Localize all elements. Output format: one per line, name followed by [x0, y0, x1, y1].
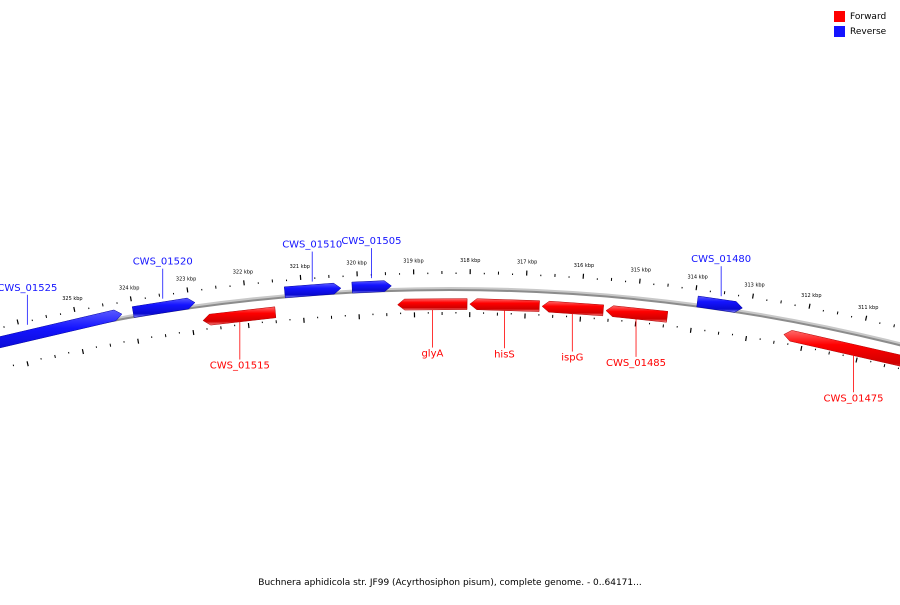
inner-scale-tick [690, 328, 691, 333]
gene-arrow-ispg[interactable] [542, 301, 604, 316]
inner-scale-tick [138, 339, 139, 344]
inner-scale-tick [55, 355, 56, 358]
outer-scale-tick [244, 280, 245, 285]
gene-arrow-cws_01505[interactable] [352, 281, 392, 293]
gene-label[interactable]: CWS_01510 [282, 240, 342, 251]
forward-swatch-icon [834, 11, 845, 22]
tick-label: 323 kbp [176, 277, 196, 283]
gene-label[interactable]: CWS_01475 [824, 393, 884, 404]
gene-label[interactable]: CWS_01480 [691, 254, 751, 265]
tick-label: 312 kbp [801, 293, 821, 299]
tick-label: 315 kbp [631, 268, 651, 274]
gene-label[interactable]: CWS_01485 [606, 358, 666, 369]
inner-scale-tick [82, 349, 83, 354]
gene-arrow-cws_01480[interactable] [697, 296, 743, 312]
tick-label: 317 kbp [517, 260, 537, 266]
gene-layer [0, 281, 900, 393]
legend: Forward Reverse [834, 9, 890, 39]
tick-label: 325 kbp [62, 296, 82, 302]
outer-scale-tick [102, 303, 103, 306]
gene-label[interactable]: CWS_01520 [133, 257, 193, 268]
gene-arrow-cws_01475[interactable] [784, 330, 900, 371]
outer-scale-tick [696, 285, 697, 290]
outer-scale-tick [74, 307, 75, 312]
gene-label[interactable]: CWS_01525 [0, 283, 57, 294]
legend-item-forward: Forward [834, 9, 890, 24]
genome-caption: Buchnera aphidicola str. JF99 (Acyrthosi… [0, 578, 900, 588]
backbone-shadow [0, 288, 900, 348]
inner-scale-tick [746, 336, 747, 341]
outer-scale-tick [809, 304, 810, 309]
gene-label[interactable]: CWS_01515 [210, 361, 270, 372]
gene-label[interactable]: glyA [421, 349, 443, 360]
gene-arrow-cws_01485[interactable] [606, 306, 668, 323]
inner-scale-tick [829, 352, 830, 355]
tick-label: 311 kbp [858, 305, 878, 311]
reverse-swatch-icon [834, 26, 845, 37]
gene-label[interactable]: CWS_01505 [341, 236, 401, 247]
legend-label-reverse: Reverse [850, 27, 886, 37]
outer-scale-tick [781, 300, 782, 303]
gene-arrow-cws_01510[interactable] [284, 283, 341, 298]
tick-label: 321 kbp [290, 264, 310, 270]
inner-scale-tick [774, 341, 775, 344]
outer-scale-tick [130, 296, 131, 301]
inner-scale-tick [884, 364, 885, 367]
outer-scale-tick [837, 311, 838, 314]
gene-arrow-glya[interactable] [398, 299, 468, 310]
outer-scale-tick [753, 294, 754, 299]
tick-label: 324 kbp [119, 285, 139, 291]
inner-scale-tick [248, 323, 249, 328]
tick-label: 313 kbp [744, 283, 764, 289]
inner-scale-tick [193, 330, 194, 335]
outer-scale-tick [866, 316, 867, 321]
inner-scale-tick [27, 361, 28, 366]
gene-label[interactable]: hisS [494, 349, 515, 360]
outer-scale-tick [17, 319, 18, 324]
backbone-layer [0, 288, 900, 350]
outer-scale-tick [894, 324, 895, 327]
inner-scale-tick [110, 344, 111, 347]
tick-label: 320 kbp [346, 260, 366, 266]
tick-label: 319 kbp [403, 258, 423, 264]
tick-label: 316 kbp [574, 263, 594, 269]
inner-scale-tick [856, 358, 857, 363]
gene-arrow-hiss[interactable] [470, 299, 540, 312]
gene-label[interactable]: ispG [561, 353, 583, 364]
legend-item-reverse: Reverse [834, 24, 890, 39]
tick-label: 318 kbp [460, 258, 480, 264]
gene-arrow-cws_01525[interactable] [0, 310, 122, 362]
legend-label-forward: Forward [850, 12, 886, 22]
tick-label: 314 kbp [687, 274, 707, 280]
outer-scale-tick [46, 315, 47, 318]
outer-scale-tick [187, 287, 188, 292]
inner-scale-tick [801, 346, 802, 351]
tick-label: 322 kbp [233, 269, 253, 275]
gene-arrow-cws_01520[interactable] [132, 298, 195, 317]
outer-scale-tick [640, 279, 641, 284]
